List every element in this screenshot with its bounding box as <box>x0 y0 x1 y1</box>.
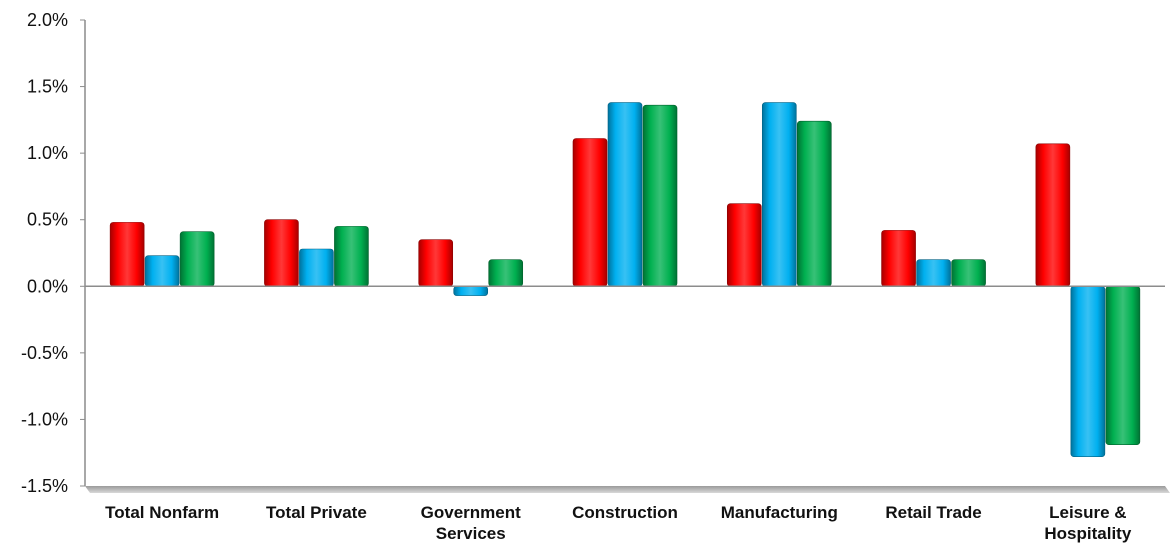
bar-1-series-3 <box>179 231 215 287</box>
bar-3-series-3 <box>488 259 524 287</box>
y-tick-label: 0.0% <box>27 276 68 296</box>
bar-2-series-2 <box>299 248 334 287</box>
bar-7-series-1 <box>1035 143 1071 287</box>
y-tick-label: -0.5% <box>21 343 68 363</box>
bar-3-series-1 <box>418 239 454 287</box>
bar-6-series-3 <box>951 259 986 287</box>
y-tick-label: -1.5% <box>21 476 68 496</box>
category-label: Manufacturing <box>721 503 838 522</box>
category-label: Leisure & Hospitality <box>1044 503 1131 543</box>
category-label: Total Private <box>266 503 367 522</box>
y-tick-label: -1.0% <box>21 409 68 429</box>
bar-1-series-2 <box>144 255 180 287</box>
bar-4-series-3 <box>642 104 678 287</box>
chart-floor <box>85 486 1170 493</box>
bar-6-series-1 <box>881 230 916 287</box>
bar-7-series-2 <box>1070 285 1106 458</box>
bar-2-series-1 <box>264 219 299 287</box>
bar-5-series-1 <box>726 203 762 287</box>
bar-4-series-2 <box>607 102 643 287</box>
bar-1-series-1 <box>109 222 145 287</box>
category-label: Retail Trade <box>885 503 981 522</box>
y-tick-label: 1.5% <box>27 77 68 97</box>
category-label: Construction <box>572 503 678 522</box>
bar-3-series-2 <box>453 285 489 296</box>
y-tick-label: 1.0% <box>27 143 68 163</box>
category-label: Total Nonfarm <box>105 503 219 522</box>
bar-7-series-3 <box>1105 285 1141 446</box>
y-tick-label: 0.5% <box>27 210 68 230</box>
category-label: Government Services <box>421 503 521 543</box>
bar-6-series-2 <box>916 259 951 287</box>
bar-5-series-3 <box>796 120 832 287</box>
bar-5-series-2 <box>761 102 797 287</box>
bar-2-series-3 <box>334 226 369 287</box>
bar-4-series-1 <box>572 138 608 287</box>
y-tick-label: 2.0% <box>27 10 68 30</box>
